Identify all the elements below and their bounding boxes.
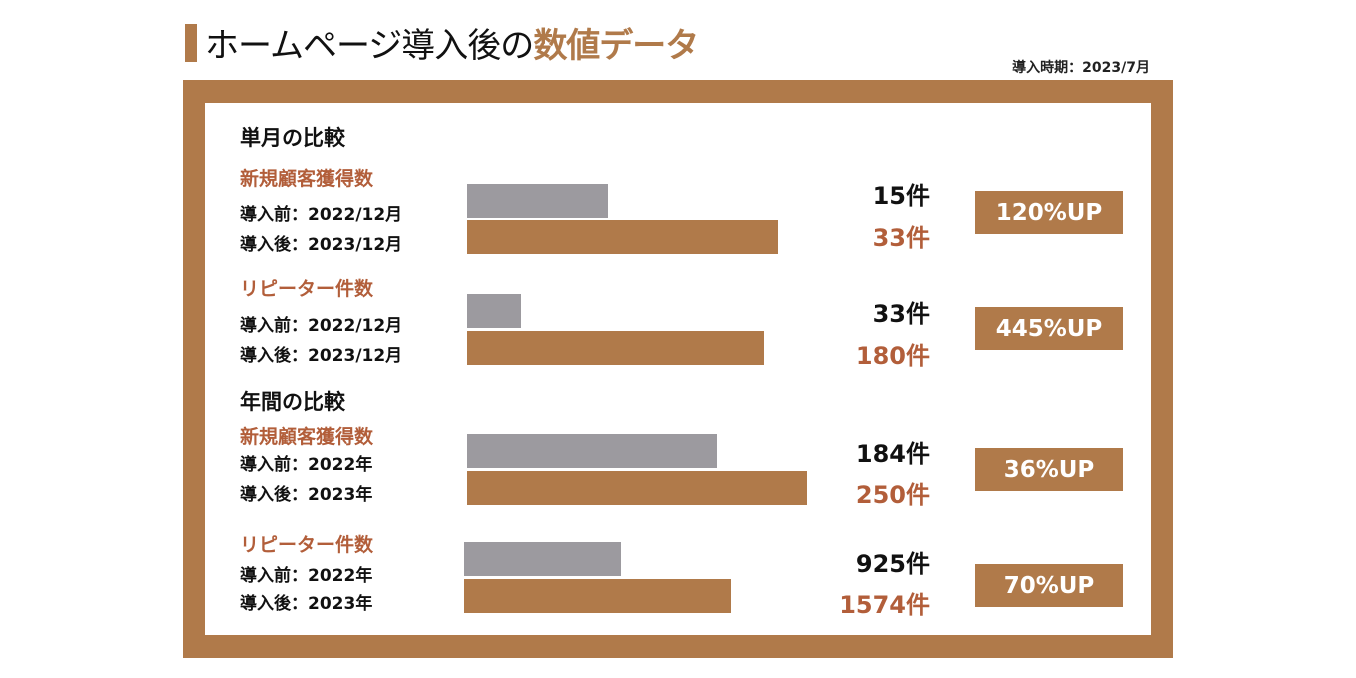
before-period-label: 導入前：2022/12月 [240, 205, 403, 225]
title-accent: 数値データ [533, 26, 699, 66]
value-before: 184件 [855, 440, 930, 468]
before-period-label: 導入前：2022年 [240, 566, 373, 586]
bar-before [464, 542, 621, 576]
value-before: 15件 [872, 182, 930, 210]
introduction-period: 導入時期：2023/7月 [1012, 60, 1150, 76]
page-title: ホームページ導入後の数値データ [205, 18, 699, 67]
bar-after [464, 579, 731, 613]
growth-badge: 445%UP [975, 307, 1123, 350]
bar-before [467, 294, 522, 328]
before-period-label: 導入前：2022/12月 [240, 316, 403, 336]
group-label: リピーター件数 [240, 534, 374, 556]
value-before: 925件 [855, 550, 930, 578]
bar-after [467, 331, 764, 365]
value-after: 1574件 [839, 591, 930, 619]
bar-before [467, 434, 718, 468]
growth-badge: 120%UP [975, 191, 1123, 234]
group-label: 新規顧客獲得数 [240, 168, 374, 190]
after-period-label: 導入後：2023/12月 [240, 346, 403, 366]
growth-badge: 70%UP [975, 564, 1123, 607]
value-after: 180件 [855, 342, 930, 370]
title-accent-bar [185, 24, 197, 62]
title-plain: ホームページ導入後の [205, 26, 534, 66]
before-period-label: 導入前：2022年 [240, 455, 373, 475]
after-period-label: 導入後：2023/12月 [240, 235, 403, 255]
value-after: 33件 [872, 224, 930, 252]
group-label: リピーター件数 [240, 278, 374, 300]
growth-badge: 36%UP [975, 448, 1123, 491]
section-title-monthly: 単月の比較 [240, 126, 345, 150]
group-label: 新規顧客獲得数 [240, 426, 374, 448]
section-title-annual: 年間の比較 [240, 390, 345, 414]
value-after: 250件 [855, 481, 930, 509]
bar-after [467, 220, 778, 254]
value-before: 33件 [872, 300, 930, 328]
after-period-label: 導入後：2023年 [240, 485, 373, 505]
bar-before [467, 184, 609, 218]
after-period-label: 導入後：2023年 [240, 594, 373, 614]
bar-after [467, 471, 807, 505]
